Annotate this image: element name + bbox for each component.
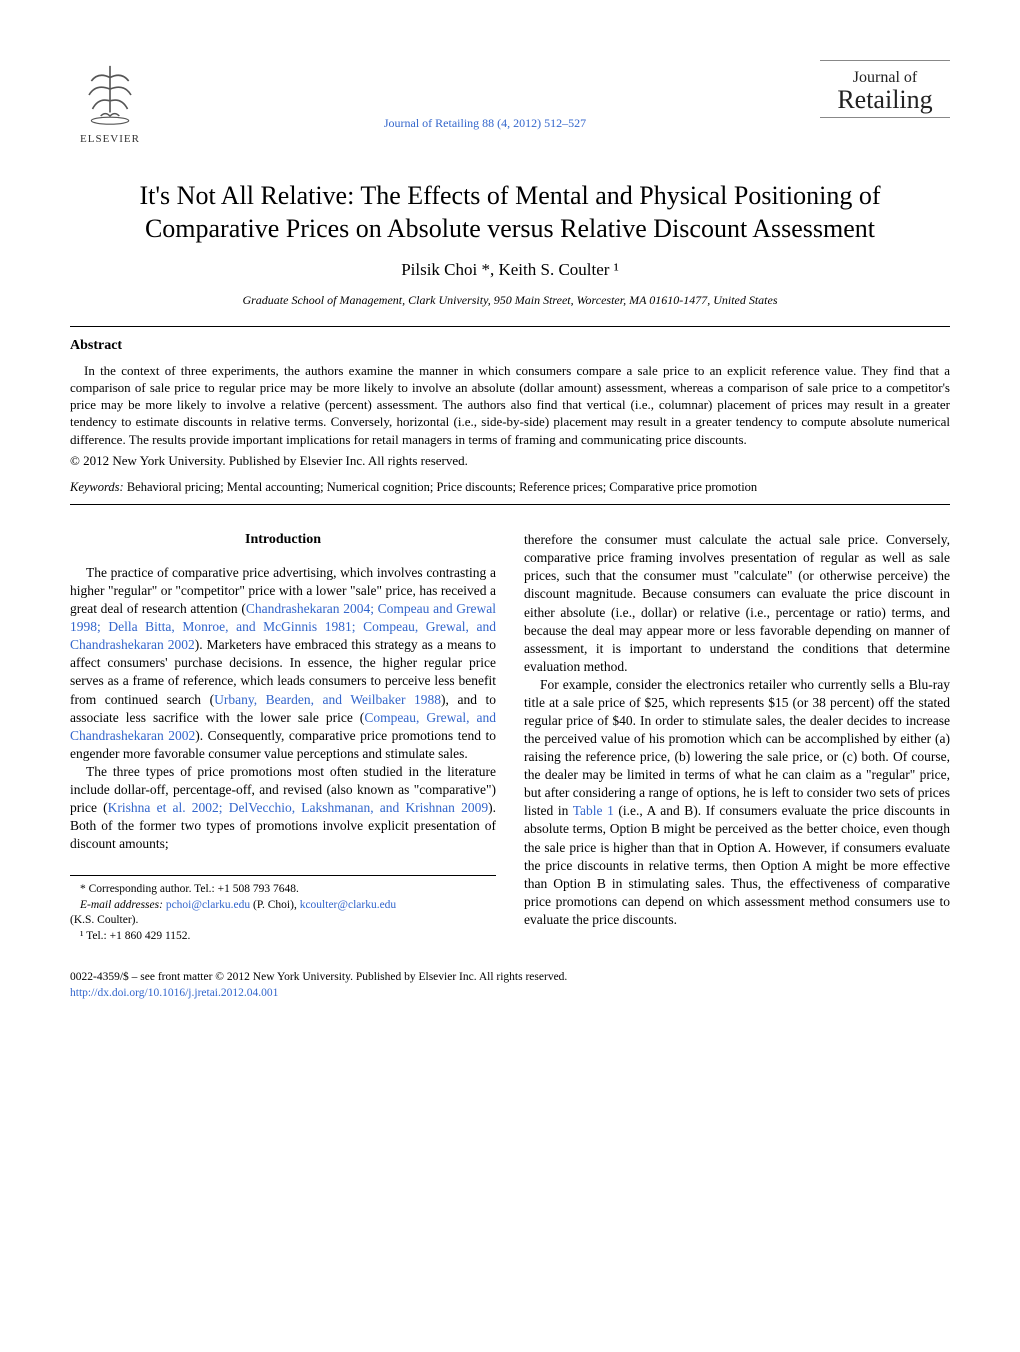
right-para-1: therefore the consumer must calculate th… (524, 531, 950, 676)
publisher-logo: ELSEVIER (70, 60, 150, 150)
doi-link[interactable]: http://dx.doi.org/10.1016/j.jretai.2012.… (70, 986, 950, 1002)
email-line: E-mail addresses: pchoi@clarku.edu (P. C… (70, 898, 496, 914)
left-column: Introduction The practice of comparative… (70, 531, 496, 944)
citation-link[interactable]: Urbany, Bearden, and Weilbaker 1988 (214, 692, 441, 707)
footnotes-block: * Corresponding author. Tel.: +1 508 793… (70, 875, 496, 944)
rule-below-keywords (70, 504, 950, 505)
intro-para-2: The three types of price promotions most… (70, 763, 496, 853)
abstract-copyright: © 2012 New York University. Published by… (70, 452, 950, 470)
footnote-1: ¹ Tel.: +1 860 429 1152. (70, 929, 496, 945)
authors-line: Pilsik Choi *, Keith S. Coulter ¹ (70, 259, 950, 282)
corresponding-author-note: * Corresponding author. Tel.: +1 508 793… (70, 882, 496, 898)
intro-para-1: The practice of comparative price advert… (70, 564, 496, 763)
journal-reference: Journal of Retailing 88 (4, 2012) 512–52… (150, 60, 820, 131)
journal-logo: Journal of Retailing (820, 60, 950, 118)
introduction-heading: Introduction (70, 531, 496, 550)
keywords-row: Keywords: Behavioral pricing; Mental acc… (70, 479, 950, 496)
email-link[interactable]: kcoulter@clarku.edu (300, 899, 396, 911)
abstract-text: In the context of three experiments, the… (70, 362, 950, 448)
keywords-label: Keywords: (70, 480, 124, 494)
journal-logo-bottom: Retailing (828, 87, 942, 113)
affiliation: Graduate School of Management, Clark Uni… (70, 292, 950, 308)
email-who-2: (K.S. Coulter). (70, 913, 496, 929)
right-column: therefore the consumer must calculate th… (524, 531, 950, 944)
rule-above-abstract (70, 326, 950, 327)
citation-link[interactable]: Krishna et al. 2002; DelVecchio, Lakshma… (108, 800, 488, 815)
email-link[interactable]: pchoi@clarku.edu (166, 899, 250, 911)
page-footer: 0022-4359/$ – see front matter © 2012 Ne… (70, 970, 950, 1001)
publisher-name: ELSEVIER (80, 132, 140, 147)
footer-copyright: 0022-4359/$ – see front matter © 2012 Ne… (70, 970, 950, 986)
page-header: ELSEVIER Journal of Retailing 88 (4, 201… (70, 60, 950, 150)
keywords-list: Behavioral pricing; Mental accounting; N… (124, 480, 757, 494)
abstract-body: In the context of three experiments, the… (70, 362, 950, 448)
right-para-2: For example, consider the electronics re… (524, 676, 950, 929)
abstract-heading: Abstract (70, 337, 950, 356)
body-columns: Introduction The practice of comparative… (70, 531, 950, 944)
table-link[interactable]: Table 1 (573, 803, 614, 818)
elsevier-tree-icon (75, 60, 145, 130)
article-title: It's Not All Relative: The Effects of Me… (70, 180, 950, 245)
